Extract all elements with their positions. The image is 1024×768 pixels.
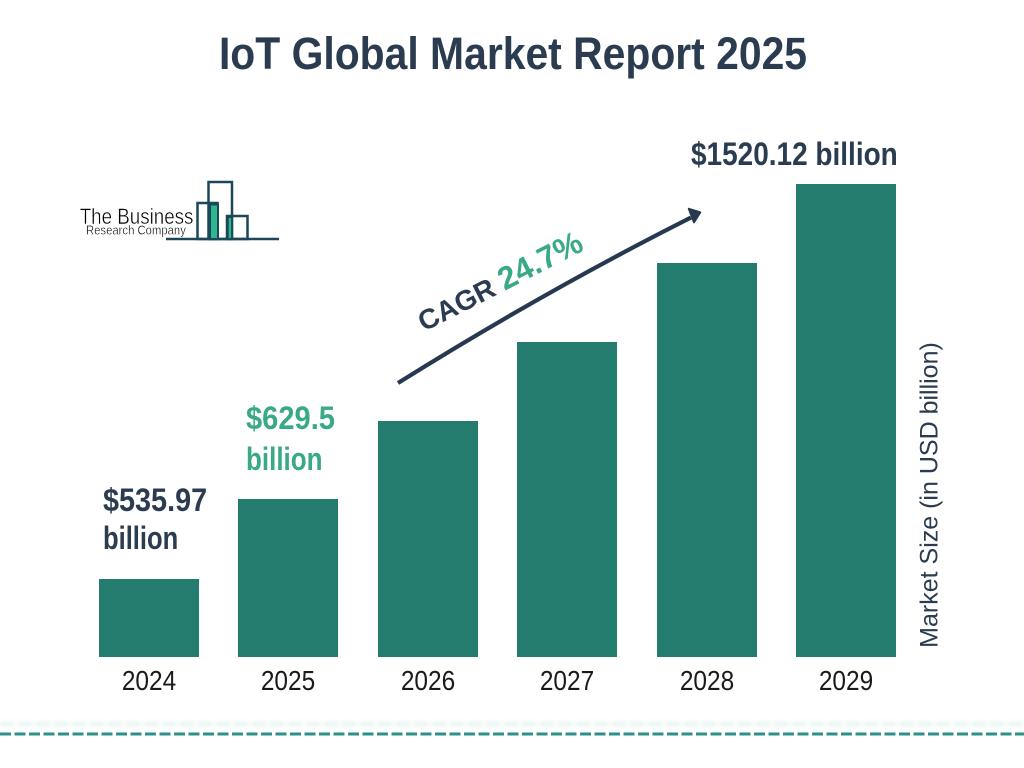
svg-text:Research Company: Research Company	[86, 223, 187, 238]
svg-text:The Business: The Business	[80, 204, 194, 229]
